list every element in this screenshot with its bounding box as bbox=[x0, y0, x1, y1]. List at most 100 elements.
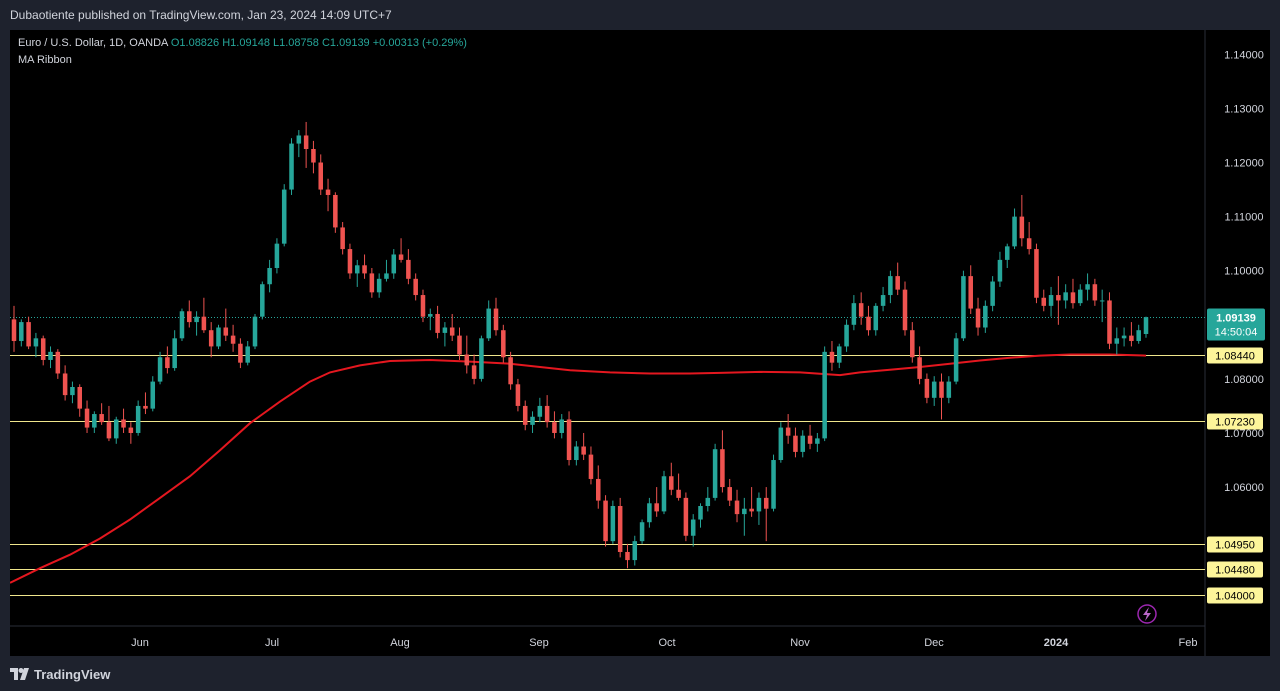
candle-body[interactable] bbox=[778, 427, 784, 461]
candle-body[interactable] bbox=[150, 381, 156, 409]
candle-body[interactable] bbox=[479, 338, 484, 379]
candle-body[interactable] bbox=[654, 503, 659, 512]
candle-body[interactable] bbox=[669, 476, 674, 490]
candle-body[interactable] bbox=[800, 435, 806, 452]
candle-body[interactable] bbox=[917, 357, 922, 379]
candle-body[interactable] bbox=[1012, 216, 1017, 247]
candle-body[interactable] bbox=[260, 284, 265, 317]
candle-body[interactable] bbox=[997, 259, 1003, 282]
candle-body[interactable] bbox=[946, 381, 952, 398]
candle-body[interactable] bbox=[595, 478, 601, 501]
candle-body[interactable] bbox=[844, 324, 849, 347]
candle-body[interactable] bbox=[756, 497, 762, 512]
candle-body[interactable] bbox=[172, 338, 177, 369]
candle-body[interactable] bbox=[588, 454, 594, 479]
candle-body[interactable] bbox=[128, 427, 134, 433]
candle-body[interactable] bbox=[574, 446, 579, 461]
candle-body[interactable] bbox=[11, 319, 17, 342]
legend-symbol[interactable]: Euro / U.S. Dollar, 1D, OANDA bbox=[18, 37, 168, 49]
candle-body[interactable] bbox=[19, 322, 24, 342]
candle-body[interactable] bbox=[252, 316, 258, 347]
candle-body[interactable] bbox=[552, 422, 557, 433]
candle-body[interactable] bbox=[230, 335, 236, 344]
candle-body[interactable] bbox=[135, 405, 141, 433]
candle-body[interactable] bbox=[238, 343, 243, 363]
candle-body[interactable] bbox=[187, 311, 192, 323]
candle-body[interactable] bbox=[705, 497, 711, 506]
candle-body[interactable] bbox=[603, 500, 608, 542]
candle-body[interactable] bbox=[84, 408, 90, 428]
candle-body[interactable] bbox=[763, 497, 769, 509]
candle-body[interactable] bbox=[1114, 338, 1120, 344]
candle-body[interactable] bbox=[216, 327, 221, 347]
candle-body[interactable] bbox=[62, 373, 68, 396]
candle-body[interactable] bbox=[391, 254, 397, 274]
candle-body[interactable] bbox=[661, 476, 667, 512]
candle-body[interactable] bbox=[858, 303, 864, 317]
candle-body[interactable] bbox=[522, 405, 528, 425]
candle-body[interactable] bbox=[143, 405, 148, 409]
candle-body[interactable] bbox=[771, 460, 776, 509]
candle-body[interactable] bbox=[953, 338, 959, 382]
candle-body[interactable] bbox=[822, 351, 827, 439]
candle-body[interactable] bbox=[274, 243, 280, 268]
candle-body[interactable] bbox=[1107, 300, 1112, 344]
candle-body[interactable] bbox=[727, 487, 732, 501]
candle-body[interactable] bbox=[815, 438, 820, 444]
candle-body[interactable] bbox=[1004, 246, 1010, 260]
candle-body[interactable] bbox=[428, 313, 433, 317]
candle-body[interactable] bbox=[1056, 295, 1061, 301]
candle-body[interactable] bbox=[464, 354, 470, 366]
candle-body[interactable] bbox=[632, 541, 638, 561]
candle-body[interactable] bbox=[829, 351, 835, 363]
candle-body[interactable] bbox=[749, 508, 754, 512]
candle-body[interactable] bbox=[1099, 300, 1105, 302]
candle-body[interactable] bbox=[625, 551, 630, 561]
candle-body[interactable] bbox=[968, 276, 973, 309]
candle-body[interactable] bbox=[1034, 249, 1039, 298]
candle-body[interactable] bbox=[961, 276, 966, 339]
candle-body[interactable] bbox=[610, 506, 616, 542]
candle-body[interactable] bbox=[493, 308, 499, 331]
candle-body[interactable] bbox=[975, 308, 981, 328]
candle-body[interactable] bbox=[420, 295, 426, 317]
candle-body[interactable] bbox=[311, 149, 316, 163]
candle-body[interactable] bbox=[639, 522, 645, 542]
candle-body[interactable] bbox=[698, 506, 703, 520]
candle-body[interactable] bbox=[347, 249, 353, 274]
candle-body[interactable] bbox=[48, 351, 53, 360]
candle-body[interactable] bbox=[303, 135, 309, 149]
candle-body[interactable] bbox=[807, 435, 813, 444]
candle-body[interactable] bbox=[55, 351, 61, 374]
candle-body[interactable] bbox=[325, 189, 331, 195]
chart-pane[interactable]: 1.14000 1.13000 1.12000 1.11000 1.10000 1.080… bbox=[10, 30, 1270, 656]
candle-body[interactable] bbox=[1041, 297, 1047, 306]
candle-body[interactable] bbox=[194, 316, 199, 323]
candle-body[interactable] bbox=[471, 365, 477, 379]
candle-body[interactable] bbox=[354, 265, 360, 274]
candle-body[interactable] bbox=[486, 308, 491, 339]
candle-body[interactable] bbox=[931, 381, 937, 398]
candle-body[interactable] bbox=[902, 289, 908, 331]
candle-body[interactable] bbox=[1048, 295, 1054, 306]
candle-body[interactable] bbox=[1026, 238, 1032, 250]
candle-body[interactable] bbox=[712, 449, 718, 498]
candle-body[interactable] bbox=[1019, 216, 1025, 239]
candle-body[interactable] bbox=[676, 489, 681, 498]
candle-body[interactable] bbox=[888, 276, 893, 296]
candle-body[interactable] bbox=[690, 519, 696, 536]
candle-body[interactable] bbox=[245, 346, 250, 363]
candle-body[interactable] bbox=[734, 500, 740, 515]
candle-body[interactable] bbox=[1063, 292, 1068, 301]
candle-body[interactable] bbox=[1078, 289, 1083, 304]
candle-body[interactable] bbox=[501, 330, 506, 358]
candle-body[interactable] bbox=[1136, 330, 1141, 342]
candle-body[interactable] bbox=[851, 303, 857, 325]
candle-body[interactable] bbox=[990, 281, 995, 306]
candle-body[interactable] bbox=[1121, 335, 1127, 339]
candle-body[interactable] bbox=[515, 384, 521, 406]
candle-body[interactable] bbox=[544, 405, 550, 423]
candle-body[interactable] bbox=[398, 254, 404, 260]
tradingview-logo[interactable]: TradingView bbox=[10, 666, 110, 682]
candle-body[interactable] bbox=[92, 414, 97, 428]
